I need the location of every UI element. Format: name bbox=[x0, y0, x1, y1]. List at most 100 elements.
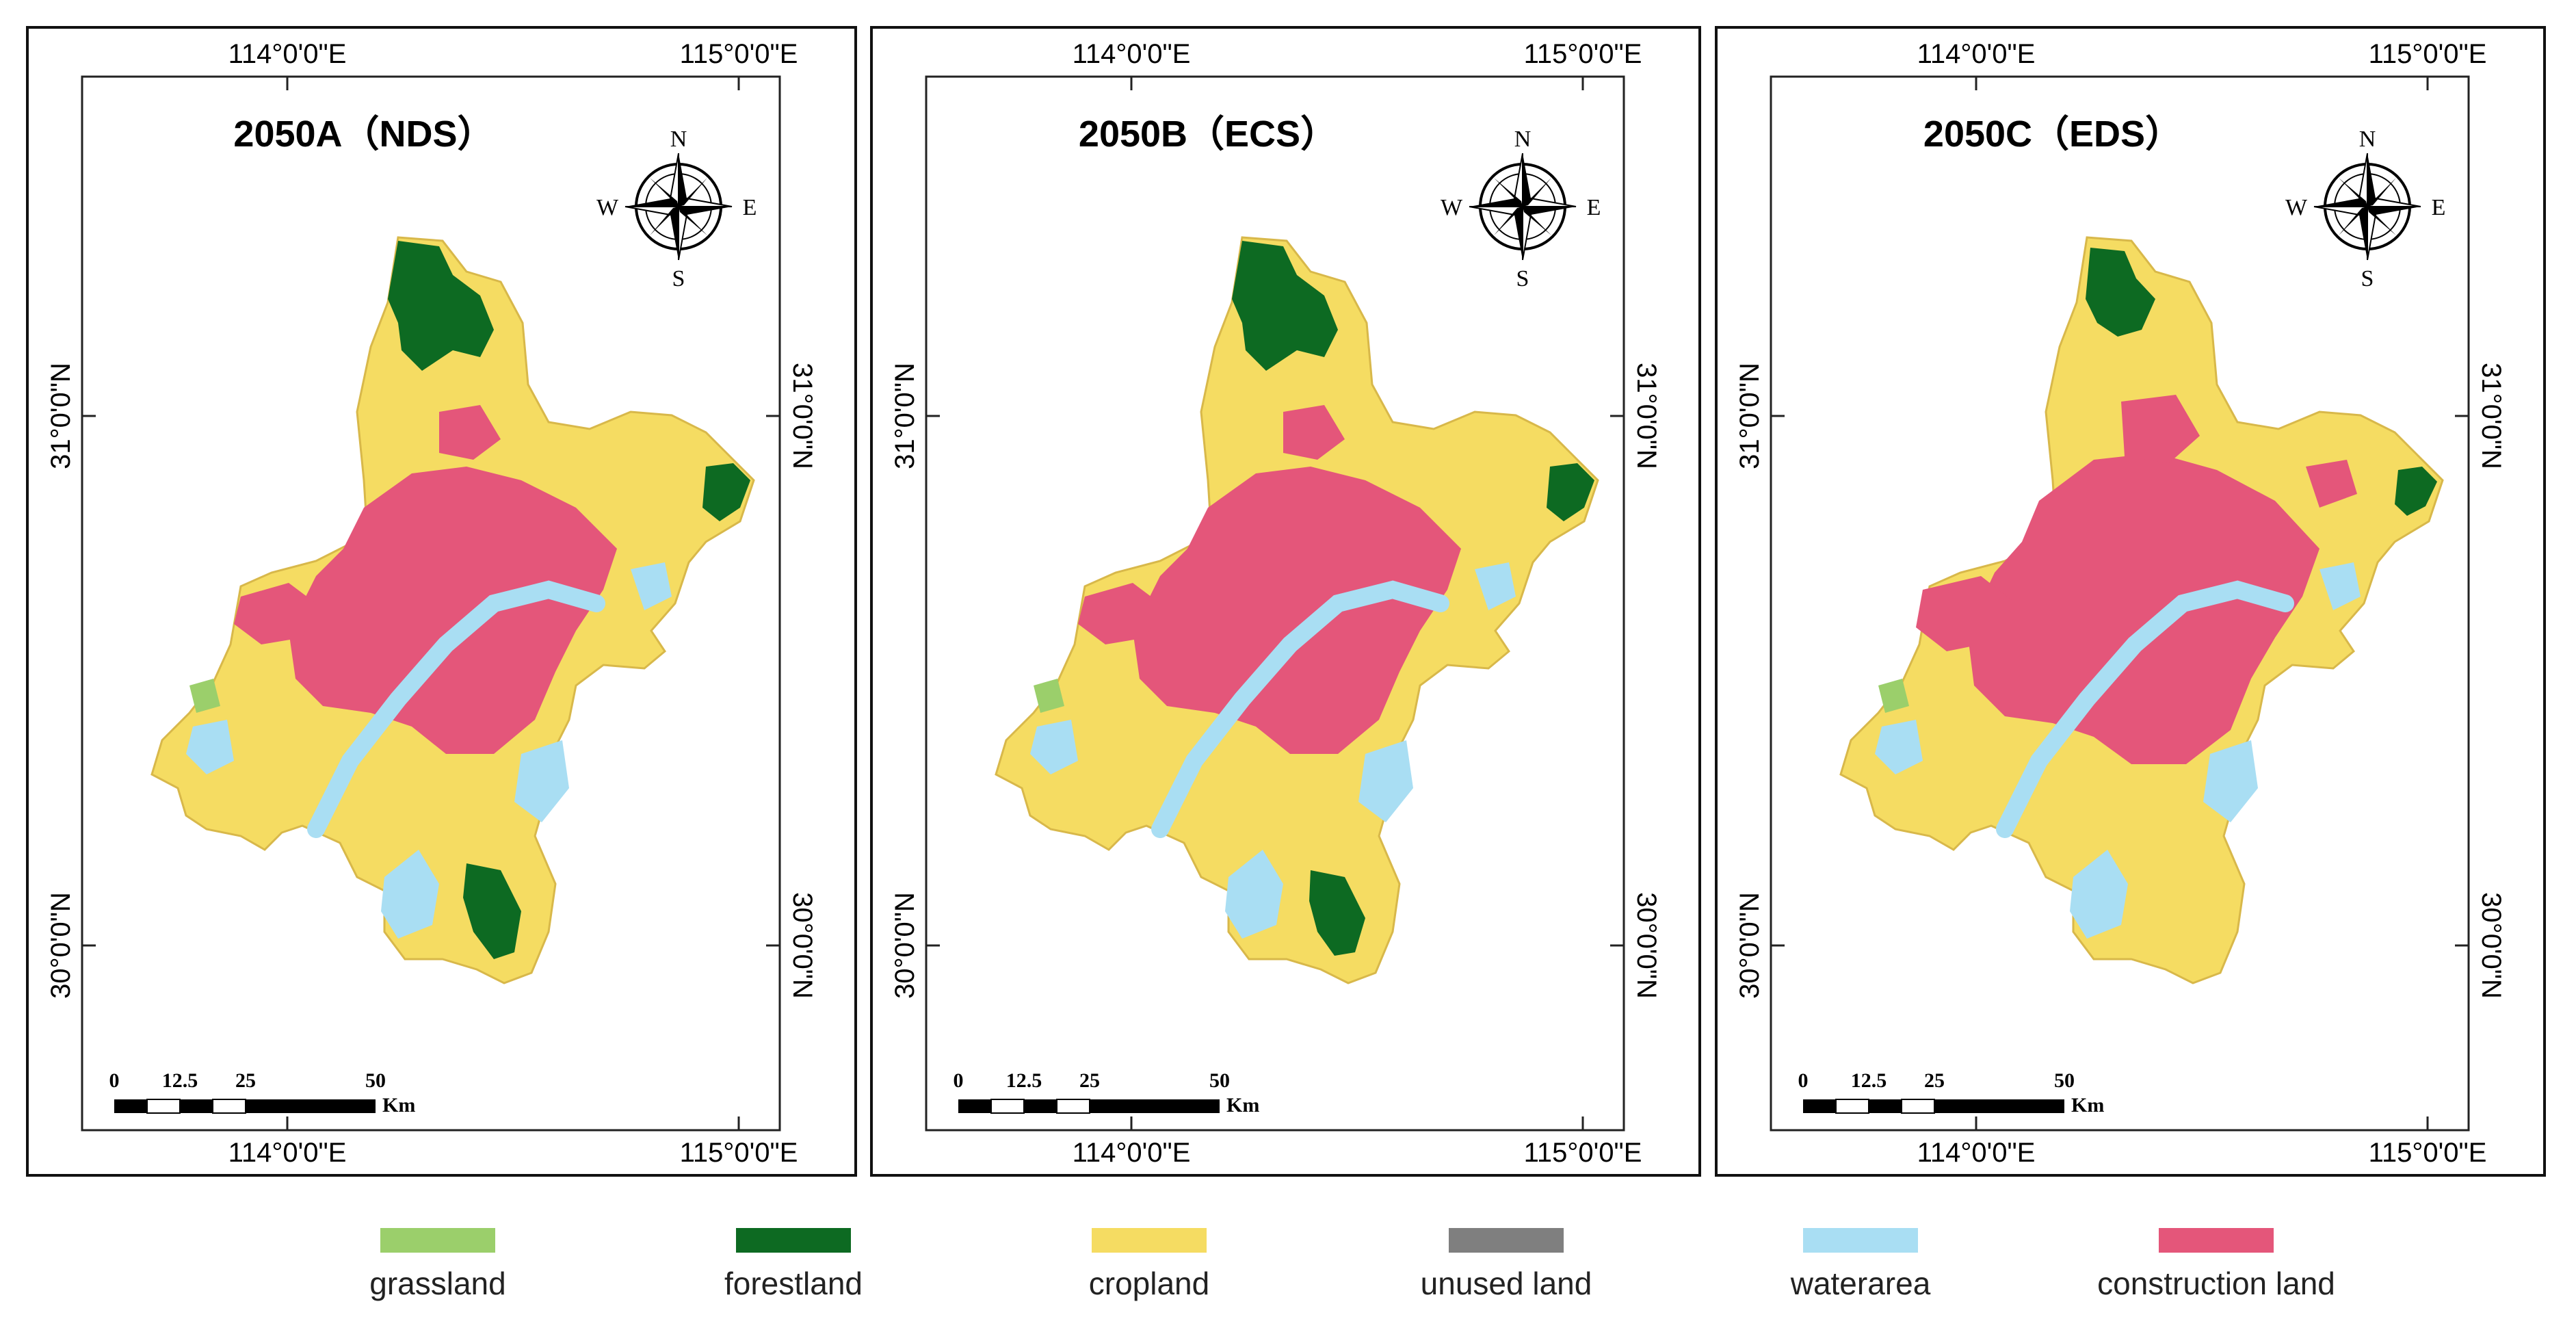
map-title: 2050B（ECS） bbox=[1079, 114, 1337, 155]
construction-west bbox=[1916, 576, 2012, 651]
scale-unit: Km bbox=[1226, 1094, 1259, 1116]
forest-south-patch bbox=[463, 863, 521, 959]
top-lon-label-1: 114°0'0"E bbox=[1917, 39, 2036, 69]
bottom-lon-label-2: 115°0'0"E bbox=[680, 1138, 798, 1168]
forest-east-patch bbox=[1547, 463, 1594, 521]
water-west bbox=[1030, 720, 1078, 774]
map-title: 2050A（NDS） bbox=[233, 114, 494, 155]
map-panel-2050b: 114°0'0"E 115°0'0"E 114°0'0"E 115°0'0"E … bbox=[870, 26, 1701, 1177]
legend-item-grassland: grassland bbox=[308, 1228, 568, 1302]
water-lake-2 bbox=[1475, 562, 1516, 610]
top-lon-label-1: 114°0'0"E bbox=[228, 39, 347, 69]
top-lon-label-1: 114°0'0"E bbox=[1073, 39, 1191, 69]
legend-swatch bbox=[736, 1228, 851, 1253]
water-lake-1 bbox=[1358, 740, 1413, 822]
scale-bar: 0 12.5 25 50 Km bbox=[1798, 1069, 2105, 1116]
compass-s: S bbox=[1516, 266, 1529, 291]
legend-item-forestland: forestland bbox=[663, 1228, 923, 1302]
scale-tick-25: 25 bbox=[1079, 1069, 1100, 1092]
river bbox=[307, 580, 605, 838]
right-lat-label-1: 31°0'0"N bbox=[787, 363, 817, 469]
construction-north bbox=[439, 405, 501, 460]
right-lat-label-2: 30°0'0"N bbox=[787, 892, 817, 999]
scale-unit: Km bbox=[382, 1094, 415, 1116]
river bbox=[1996, 580, 2294, 838]
legend-label: grassland bbox=[369, 1266, 506, 1301]
scale-tick-50: 50 bbox=[1209, 1069, 1230, 1092]
water-south bbox=[2070, 850, 2128, 939]
scale-tick-50: 50 bbox=[2054, 1069, 2075, 1092]
left-lat-label-2: 30°0'0"N bbox=[890, 892, 920, 999]
compass-w: W bbox=[2285, 195, 2308, 220]
forest-north-patch bbox=[1232, 241, 1338, 371]
right-lat-label-1: 31°0'0"N bbox=[1631, 363, 1661, 469]
grass-patch bbox=[189, 679, 220, 713]
water-lake-2 bbox=[2319, 562, 2361, 610]
legend-swatch bbox=[1449, 1228, 1564, 1253]
scale-bar: 0 12.5 25 50 Km bbox=[954, 1069, 1260, 1116]
compass-n: N bbox=[670, 127, 687, 152]
legend-item-cropland: cropland bbox=[1019, 1228, 1279, 1302]
legend-swatch bbox=[2159, 1228, 2274, 1253]
compass-rose: N S E W bbox=[1441, 127, 1601, 291]
bottom-lon-label-2: 115°0'0"E bbox=[2369, 1138, 2487, 1168]
region-map bbox=[150, 236, 755, 984]
construction-north bbox=[1283, 405, 1345, 460]
scale-tick-25: 25 bbox=[1924, 1069, 1945, 1092]
construction-core bbox=[1133, 467, 1461, 754]
legend-swatch bbox=[1803, 1228, 1918, 1253]
bottom-lon-label-2: 115°0'0"E bbox=[1524, 1138, 1642, 1168]
scale-tick-25: 25 bbox=[235, 1069, 256, 1092]
scale-tick-12-5: 12.5 bbox=[1851, 1069, 1887, 1092]
right-lat-label-1: 31°0'0"N bbox=[2476, 363, 2506, 469]
left-lat-label-2: 30°0'0"N bbox=[1735, 892, 1765, 999]
forest-north-patch bbox=[388, 241, 494, 371]
bottom-lon-label-1: 114°0'0"E bbox=[1073, 1138, 1191, 1168]
legend-label: forestland bbox=[724, 1266, 863, 1301]
water-west bbox=[1875, 720, 1923, 774]
graticule-frame bbox=[1770, 75, 2470, 1132]
scale-tick-12-5: 12.5 bbox=[1006, 1069, 1042, 1092]
compass-n: N bbox=[2359, 127, 2376, 152]
legend-label: waterarea bbox=[1790, 1266, 1931, 1301]
bottom-lon-label-1: 114°0'0"E bbox=[228, 1138, 347, 1168]
scale-tick-0: 0 bbox=[954, 1069, 964, 1092]
map-canvas: 114°0'0"E 115°0'0"E 114°0'0"E 115°0'0"E … bbox=[46, 39, 817, 1168]
graticule-frame bbox=[81, 75, 781, 1132]
map-panel-2050a: 114°0'0"E 115°0'0"E 114°0'0"E 115°0'0"E … bbox=[26, 26, 857, 1177]
left-lat-label-1: 31°0'0"N bbox=[1735, 363, 1765, 469]
left-lat-label-1: 31°0'0"N bbox=[46, 363, 76, 469]
compass-e: E bbox=[2432, 195, 2446, 220]
water-lake-2 bbox=[631, 562, 672, 610]
top-lon-label-2: 115°0'0"E bbox=[2369, 39, 2487, 69]
river bbox=[1151, 580, 1449, 838]
water-west bbox=[186, 720, 234, 774]
legend-swatch bbox=[380, 1228, 495, 1253]
scale-tick-12-5: 12.5 bbox=[162, 1069, 198, 1092]
forest-east-patch bbox=[2395, 467, 2437, 516]
legend-item-waterarea: waterarea bbox=[1731, 1228, 1990, 1302]
water-lake-1 bbox=[2203, 740, 2258, 822]
top-lon-label-2: 115°0'0"E bbox=[1524, 39, 1642, 69]
forest-north-patch bbox=[2086, 248, 2155, 337]
grass-patch bbox=[1034, 679, 1064, 713]
construction-north bbox=[2121, 395, 2200, 463]
construction-east bbox=[2306, 460, 2357, 508]
region-map bbox=[995, 236, 1599, 984]
right-lat-label-2: 30°0'0"N bbox=[1631, 892, 1661, 999]
construction-core bbox=[289, 467, 617, 754]
scale-tick-0: 0 bbox=[1798, 1069, 1809, 1092]
scale-tick-50: 50 bbox=[365, 1069, 386, 1092]
grass-patch bbox=[1878, 679, 1909, 713]
top-lon-label-2: 115°0'0"E bbox=[680, 39, 798, 69]
compass-e: E bbox=[1587, 195, 1601, 220]
bottom-lon-label-1: 114°0'0"E bbox=[1917, 1138, 2036, 1168]
left-lat-label-1: 31°0'0"N bbox=[890, 363, 920, 469]
legend: grassland forestland cropland unused lan… bbox=[0, 1228, 2576, 1324]
map-canvas: 114°0'0"E 115°0'0"E 114°0'0"E 115°0'0"E … bbox=[1735, 39, 2506, 1168]
map-title: 2050C（EDS） bbox=[1923, 114, 2182, 155]
forest-south-patch bbox=[1309, 870, 1365, 956]
construction-west bbox=[234, 583, 316, 644]
legend-label: construction land bbox=[2097, 1266, 2335, 1301]
legend-item-construction-land: construction land bbox=[2086, 1228, 2346, 1302]
